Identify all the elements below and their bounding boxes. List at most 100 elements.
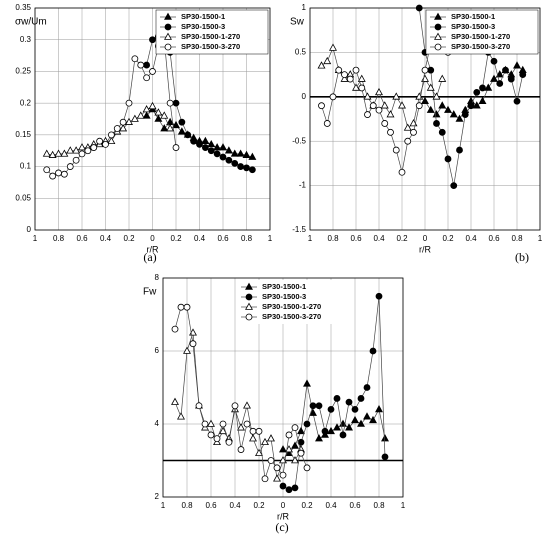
legend-label: SP30-1500-1 (451, 12, 495, 21)
data-point (236, 149, 245, 157)
data-point (438, 101, 447, 109)
legend-label: SP30-1500-3-270 (262, 312, 321, 321)
data-point (421, 66, 429, 74)
data-point (54, 149, 63, 157)
data-point (369, 415, 377, 424)
data-point (438, 128, 446, 136)
data-point (72, 146, 81, 154)
legend-marker (434, 12, 442, 20)
y-tick-label: -1 (299, 181, 307, 190)
data-point (136, 111, 145, 119)
series-line (174, 332, 302, 479)
data-point (196, 140, 203, 148)
data-point (172, 144, 180, 151)
data-point (224, 146, 233, 154)
data-point (177, 127, 186, 135)
y-tick-label: 0 (27, 225, 32, 234)
legend-label: SP30-1500-3-270 (451, 42, 510, 51)
data-point (137, 61, 145, 69)
data-point (415, 4, 423, 12)
data-point (496, 80, 504, 87)
y-tick-label: 0 (302, 92, 307, 101)
data-point (207, 139, 216, 148)
data-point (380, 101, 389, 109)
y-tick-label: -1.5 (292, 225, 306, 234)
data-point (143, 74, 151, 82)
data-point (345, 423, 353, 431)
data-point (461, 111, 469, 118)
data-point (249, 427, 257, 435)
legend-marker (164, 43, 172, 51)
x-tick-label: 0.8 (241, 234, 253, 243)
x-tick-label: 1 (401, 501, 406, 510)
data-point (369, 102, 377, 110)
data-point (207, 147, 215, 155)
data-point (42, 149, 51, 157)
series-line (46, 105, 171, 156)
data-point (160, 111, 169, 119)
legend-label: SP30-1500-1-270 (262, 302, 321, 311)
y-axis-label: σw/Um (15, 17, 47, 28)
data-point (363, 92, 372, 100)
y-tick-label: 0.05 (15, 193, 31, 202)
data-point (433, 120, 440, 127)
data-point (484, 83, 493, 91)
data-point (125, 99, 133, 107)
x-tick-label: 0.8 (327, 234, 339, 243)
data-point (303, 420, 311, 428)
x-tick-label: 0.8 (373, 501, 385, 510)
data-point (357, 74, 366, 82)
data-point (285, 445, 293, 453)
data-point (329, 93, 337, 101)
data-point (143, 61, 151, 69)
x-tick-label: 0 (281, 501, 286, 510)
data-point (381, 120, 389, 127)
y-tick-label: 8 (155, 273, 160, 282)
x-axis-label: r/R (419, 244, 431, 254)
data-point (351, 405, 359, 413)
data-point (230, 149, 239, 157)
legend-marker (164, 32, 172, 40)
data-point (357, 395, 365, 402)
legend-label: SP30-1500-3-270 (181, 42, 240, 51)
data-point (297, 426, 305, 435)
data-point (291, 424, 299, 432)
data-point (78, 150, 86, 158)
y-tick-label: 0.25 (15, 67, 31, 76)
data-point (154, 114, 163, 122)
data-point (456, 146, 463, 154)
y-tick-label: 0.3 (20, 35, 32, 44)
data-point (291, 484, 299, 492)
data-point (225, 438, 233, 446)
data-point (107, 136, 116, 144)
y-tick-label: 2 (155, 492, 160, 501)
legend-label: SP30-1500-1 (181, 12, 225, 21)
legend-label: SP30-1500-3 (181, 22, 225, 31)
x-tick-label: 0.6 (76, 234, 88, 243)
data-point (219, 420, 227, 428)
data-point (351, 415, 359, 424)
data-point (49, 172, 57, 180)
x-tick-label: 0.6 (350, 234, 362, 243)
data-point (243, 401, 251, 409)
data-point (472, 101, 481, 109)
data-point (513, 61, 521, 69)
data-point (149, 36, 156, 44)
data-point (267, 434, 275, 442)
data-point (160, 124, 169, 132)
data-point (467, 102, 475, 110)
data-point (90, 144, 98, 151)
data-point (219, 153, 227, 161)
data-point (398, 101, 406, 109)
data-point (363, 384, 371, 391)
x-axis-label: r/R (147, 244, 159, 254)
data-point (321, 427, 329, 435)
data-point (507, 75, 515, 83)
x-tick-label: 0.2 (123, 234, 135, 243)
x-tick-label: 0.6 (205, 501, 217, 510)
data-point (403, 123, 412, 131)
data-point (177, 412, 185, 420)
data-point (207, 419, 215, 427)
data-point (415, 102, 423, 110)
